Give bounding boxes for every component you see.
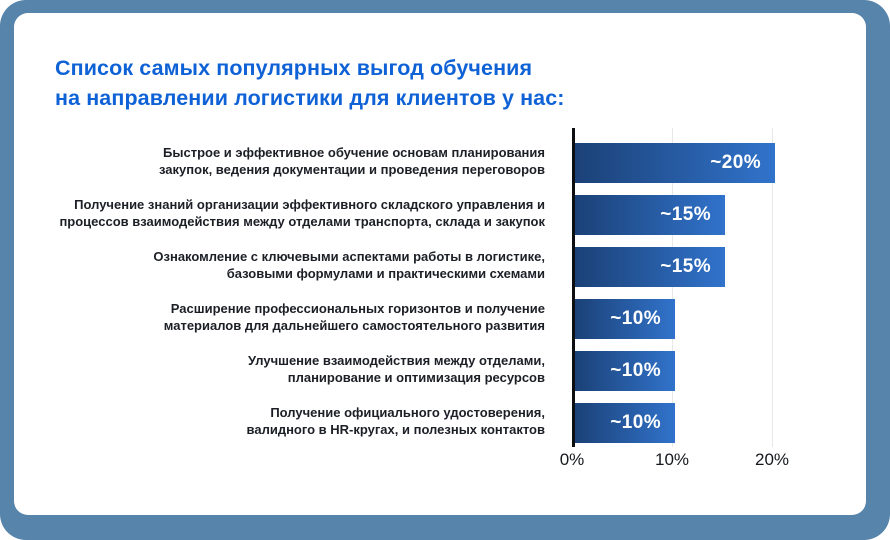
page-title-line-1: Список самых популярных выгод обучения xyxy=(55,56,533,80)
y-axis-line xyxy=(572,128,575,447)
x-tick-0pct: 0% xyxy=(559,450,585,469)
category-label-line: Получение официального удостоверения, xyxy=(270,405,545,420)
category-label: Быстрое и эффективное обучение основам п… xyxy=(14,145,545,178)
category-label-line: базовыми формулами и практическими схема… xyxy=(226,265,545,281)
category-label-line: закупок, ведения документации и проведен… xyxy=(159,161,545,177)
bar-value-label: ~15% xyxy=(660,204,711,225)
bar: ~10% xyxy=(575,299,675,339)
category-labels: Быстрое и эффективное обучение основам п… xyxy=(14,128,545,447)
category-label: Расширение профессиональных горизонтов и… xyxy=(14,301,545,334)
category-label: Ознакомление с ключевыми аспектами работ… xyxy=(14,249,545,282)
x-tick-20pct: 20% xyxy=(754,450,790,469)
category-label-line: Ознакомление с ключевыми аспектами работ… xyxy=(153,249,545,264)
category-label: Получение знаний организации эффективног… xyxy=(14,197,545,230)
page-title-line-2: на направлении логистики для клиентов у … xyxy=(55,86,565,110)
bar: ~10% xyxy=(575,403,675,443)
category-label-line: Быстрое и эффективное обучение основам п… xyxy=(163,145,545,160)
bar: ~20% xyxy=(575,143,775,183)
bar-chart: Быстрое и эффективное обучение основам п… xyxy=(14,128,866,447)
chart-card: Список самых популярных выгод обучения н… xyxy=(14,13,866,515)
bar-value-label: ~10% xyxy=(610,360,661,381)
x-axis-ticks: 0% 10% 20% xyxy=(560,450,834,476)
category-label-line: процессов взаимодействия между отделами … xyxy=(59,213,545,229)
x-tick-10pct: 10% xyxy=(654,450,690,469)
bar-value-label: ~10% xyxy=(610,308,661,329)
page-title: Список самых популярных выгод обучения н… xyxy=(55,53,565,113)
plot-area: ~20% ~15% ~15% ~10% ~10% ~10% xyxy=(572,128,834,447)
category-label-line: Улучшение взаимодействия между отделами, xyxy=(247,353,545,368)
category-label-line: Получение знаний организации эффективног… xyxy=(74,197,545,212)
bar-value-label: ~15% xyxy=(660,256,711,277)
bar-value-label: ~10% xyxy=(610,412,661,433)
category-label-line: Расширение профессиональных горизонтов и… xyxy=(170,301,545,316)
bar: ~15% xyxy=(575,247,725,287)
bar: ~15% xyxy=(575,195,725,235)
category-label: Получение официального удостоверения, ва… xyxy=(14,405,545,438)
category-label: Улучшение взаимодействия между отделами,… xyxy=(14,353,545,386)
category-label-line: планирование и оптимизация ресурсов xyxy=(287,369,545,385)
bar: ~10% xyxy=(575,351,675,391)
category-label-line: валидного в HR-кругах, и полезных контак… xyxy=(246,421,545,437)
category-label-line: материалов для дальнейшего самостоятельн… xyxy=(163,317,545,333)
bar-value-label: ~20% xyxy=(710,152,761,173)
gridline-10pct xyxy=(672,128,673,447)
gridline-20pct xyxy=(772,128,773,447)
